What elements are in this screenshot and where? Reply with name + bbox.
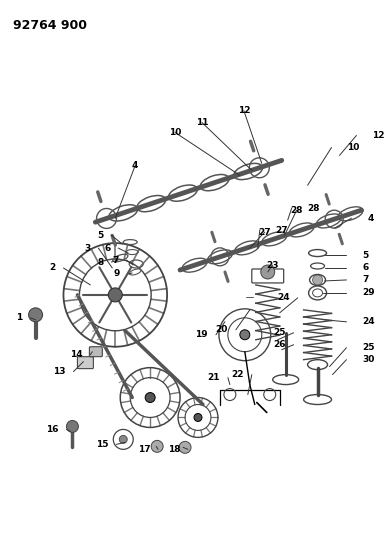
Circle shape <box>29 308 43 322</box>
Text: 18: 18 <box>167 445 180 454</box>
Text: 23: 23 <box>267 261 279 270</box>
Text: 13: 13 <box>53 367 65 376</box>
Text: 6: 6 <box>104 244 110 253</box>
Text: 9: 9 <box>114 270 120 278</box>
FancyBboxPatch shape <box>89 346 102 357</box>
Text: 16: 16 <box>46 425 58 434</box>
Circle shape <box>179 441 191 454</box>
Text: 5: 5 <box>363 251 368 260</box>
Text: 22: 22 <box>231 370 244 379</box>
Text: 27: 27 <box>276 225 289 235</box>
Text: 11: 11 <box>196 118 208 127</box>
Circle shape <box>145 392 155 402</box>
Text: 8: 8 <box>97 257 103 266</box>
Text: 25: 25 <box>363 343 375 352</box>
Circle shape <box>261 265 275 279</box>
Text: 15: 15 <box>96 440 108 449</box>
Text: 6: 6 <box>363 263 368 272</box>
Text: 21: 21 <box>207 373 220 382</box>
Text: 1: 1 <box>16 313 23 322</box>
Circle shape <box>119 435 127 443</box>
Circle shape <box>240 330 250 340</box>
Text: 20: 20 <box>216 325 228 334</box>
Text: 12: 12 <box>238 106 250 115</box>
Text: 17: 17 <box>138 445 150 454</box>
Text: 29: 29 <box>363 288 375 297</box>
Text: 5: 5 <box>97 231 103 240</box>
Circle shape <box>194 414 202 422</box>
Text: 30: 30 <box>363 355 375 364</box>
FancyBboxPatch shape <box>78 357 93 369</box>
Text: 7: 7 <box>363 276 369 285</box>
Text: 3: 3 <box>84 244 91 253</box>
Circle shape <box>312 275 323 285</box>
Text: 26: 26 <box>273 340 286 349</box>
Text: 10: 10 <box>169 128 181 137</box>
Text: 92764 900: 92764 900 <box>13 19 87 32</box>
Circle shape <box>67 421 78 432</box>
Text: 24: 24 <box>277 293 290 302</box>
Text: 14: 14 <box>70 350 82 359</box>
Text: 24: 24 <box>363 317 375 326</box>
Circle shape <box>151 440 163 453</box>
Text: 4: 4 <box>367 214 374 223</box>
Circle shape <box>108 288 122 302</box>
Text: 12: 12 <box>372 131 385 140</box>
Text: 25: 25 <box>273 328 286 337</box>
Text: 19: 19 <box>195 330 208 340</box>
Text: 28: 28 <box>290 206 303 215</box>
Text: 2: 2 <box>49 263 56 272</box>
Text: 27: 27 <box>258 228 271 237</box>
Text: 10: 10 <box>347 143 360 152</box>
Text: 7: 7 <box>112 255 118 264</box>
Text: 4: 4 <box>132 161 138 170</box>
Text: 28: 28 <box>308 204 320 213</box>
